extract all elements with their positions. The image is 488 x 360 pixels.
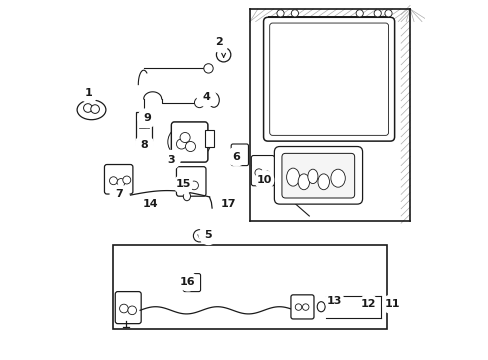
Text: 2: 2 [215, 37, 223, 48]
Circle shape [161, 150, 180, 169]
Text: 8: 8 [140, 140, 148, 150]
FancyBboxPatch shape [263, 17, 394, 141]
FancyBboxPatch shape [104, 165, 133, 194]
Circle shape [355, 10, 363, 17]
Circle shape [295, 304, 301, 310]
FancyBboxPatch shape [269, 23, 387, 135]
Circle shape [91, 105, 99, 113]
Text: 12: 12 [360, 299, 376, 309]
Ellipse shape [317, 174, 329, 190]
Ellipse shape [183, 192, 190, 201]
FancyBboxPatch shape [290, 295, 313, 319]
Ellipse shape [307, 169, 317, 184]
Circle shape [254, 169, 263, 177]
Circle shape [254, 171, 273, 189]
Circle shape [382, 295, 401, 314]
Circle shape [373, 10, 381, 17]
Circle shape [384, 10, 391, 17]
Text: 13: 13 [326, 296, 342, 306]
Circle shape [203, 64, 213, 73]
FancyBboxPatch shape [176, 167, 205, 196]
FancyBboxPatch shape [251, 156, 274, 186]
Text: 14: 14 [143, 199, 159, 210]
Circle shape [138, 109, 156, 127]
Circle shape [185, 141, 195, 152]
Bar [113, 245, 386, 329]
Text: 9: 9 [143, 113, 151, 123]
Text: 16: 16 [180, 276, 195, 287]
Circle shape [189, 181, 198, 190]
FancyBboxPatch shape [274, 147, 362, 204]
Circle shape [174, 175, 192, 194]
Circle shape [291, 10, 298, 17]
Circle shape [359, 295, 377, 314]
Circle shape [302, 304, 308, 310]
Circle shape [325, 291, 343, 310]
Circle shape [219, 194, 237, 213]
Circle shape [135, 135, 153, 154]
FancyBboxPatch shape [171, 122, 207, 162]
Ellipse shape [167, 124, 211, 160]
Circle shape [117, 179, 125, 186]
Text: 4: 4 [203, 92, 210, 102]
Circle shape [209, 33, 228, 52]
Text: 11: 11 [384, 299, 399, 309]
FancyBboxPatch shape [115, 292, 141, 324]
Circle shape [109, 177, 117, 185]
Circle shape [197, 88, 216, 107]
Circle shape [227, 147, 245, 166]
Text: 15: 15 [175, 179, 191, 189]
Ellipse shape [330, 169, 345, 187]
Text: 1: 1 [85, 88, 93, 98]
Text: 10: 10 [256, 175, 271, 185]
Circle shape [276, 10, 284, 17]
FancyBboxPatch shape [171, 122, 207, 162]
Ellipse shape [298, 174, 309, 190]
Circle shape [83, 104, 92, 112]
Circle shape [180, 132, 190, 143]
Ellipse shape [222, 199, 230, 210]
Circle shape [110, 185, 129, 204]
Circle shape [194, 98, 204, 108]
Circle shape [262, 171, 269, 179]
Circle shape [176, 139, 186, 149]
Ellipse shape [317, 302, 325, 312]
Circle shape [178, 272, 197, 291]
Circle shape [122, 176, 130, 184]
Ellipse shape [286, 168, 299, 186]
Circle shape [216, 48, 230, 62]
Circle shape [199, 226, 218, 244]
FancyBboxPatch shape [183, 274, 200, 292]
Text: 5: 5 [204, 230, 212, 240]
Bar [204, 130, 213, 147]
Circle shape [120, 304, 128, 313]
Circle shape [80, 84, 98, 102]
Ellipse shape [208, 93, 219, 107]
Text: 17: 17 [220, 199, 236, 209]
Circle shape [141, 195, 160, 214]
FancyBboxPatch shape [231, 144, 248, 166]
Circle shape [181, 179, 189, 188]
Text: 3: 3 [166, 155, 174, 165]
Ellipse shape [77, 100, 106, 120]
Text: 7: 7 [116, 189, 123, 199]
Bar [136, 112, 151, 145]
Text: 6: 6 [232, 152, 240, 162]
Circle shape [193, 230, 205, 242]
Circle shape [127, 306, 136, 315]
FancyBboxPatch shape [282, 153, 354, 198]
